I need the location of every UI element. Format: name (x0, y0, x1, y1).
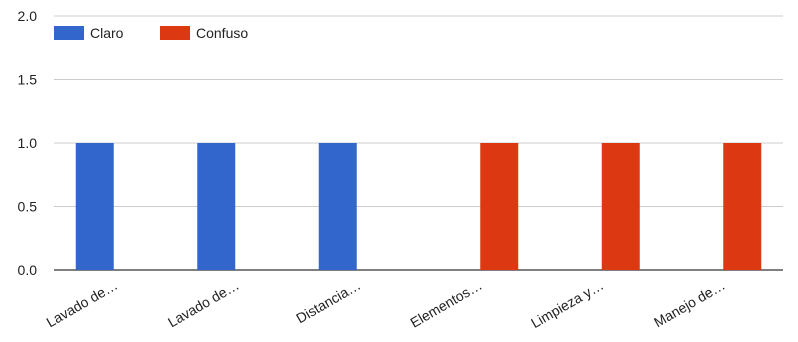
legend: Claro Confuso (54, 25, 248, 41)
bar-claro-2[interactable] (318, 143, 357, 270)
x-tick-label: Distancia… (293, 277, 363, 327)
y-tick-label: 2.0 (18, 8, 38, 24)
bar-claro-1[interactable] (197, 143, 236, 270)
bar-confuso-5[interactable] (723, 143, 762, 270)
x-tick-label: Elementos… (407, 277, 484, 331)
x-tick-label: Lavado de… (43, 277, 120, 331)
y-tick-label: 0.0 (18, 262, 38, 278)
legend-label-claro: Claro (90, 25, 124, 41)
x-tick-label: Manejo de… (651, 277, 728, 331)
legend-swatch-confuso (160, 26, 190, 40)
legend-label-confuso: Confuso (196, 25, 248, 41)
bars (75, 143, 762, 270)
grid-lines (54, 15, 783, 271)
y-axis-tick-labels: 0.0 0.5 1.0 1.5 2.0 (18, 8, 38, 278)
bar-confuso-3[interactable] (480, 143, 519, 270)
x-tick-label: Lavado de… (165, 277, 242, 331)
bar-confuso-4[interactable] (601, 143, 640, 270)
legend-swatch-claro (54, 26, 84, 40)
y-tick-label: 1.5 (18, 72, 38, 88)
bar-claro-0[interactable] (75, 143, 114, 270)
x-axis-tick-labels: Lavado de… Lavado de… Distancia… Elementos…… (43, 277, 727, 331)
y-tick-label: 1.0 (18, 135, 38, 151)
x-tick-label: Limpieza y… (528, 277, 606, 331)
y-tick-label: 0.5 (18, 199, 38, 215)
